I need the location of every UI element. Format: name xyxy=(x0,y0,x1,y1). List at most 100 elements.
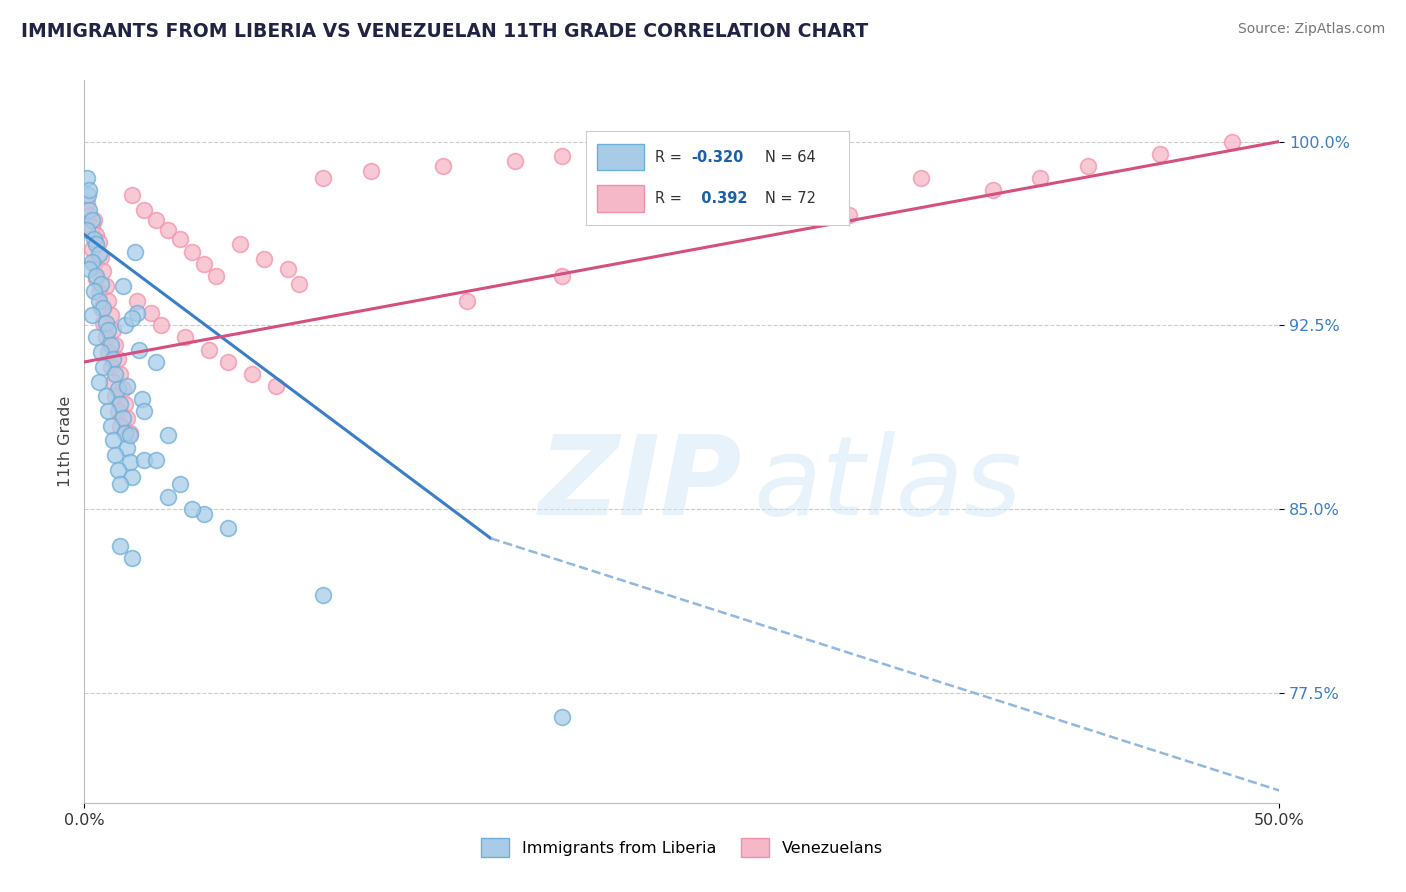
Point xyxy=(551,149,574,163)
Point xyxy=(253,252,276,266)
Point xyxy=(104,367,127,381)
Point xyxy=(121,310,143,325)
Point xyxy=(76,195,98,210)
Point xyxy=(121,470,143,484)
Point xyxy=(93,301,115,315)
Point xyxy=(80,242,103,256)
Point xyxy=(118,428,141,442)
Point xyxy=(101,434,124,448)
Point xyxy=(100,309,122,323)
Text: IMMIGRANTS FROM LIBERIA VS VENEZUELAN 11TH GRADE CORRELATION CHART: IMMIGRANTS FROM LIBERIA VS VENEZUELAN 11… xyxy=(21,22,869,41)
Point xyxy=(104,448,127,462)
Point xyxy=(128,343,150,357)
Point xyxy=(264,379,287,393)
Point xyxy=(110,477,132,491)
Point xyxy=(77,208,100,222)
Point xyxy=(83,213,105,227)
Point xyxy=(288,277,311,291)
Point xyxy=(83,284,105,298)
Point xyxy=(87,293,110,308)
Point xyxy=(86,269,108,284)
Point xyxy=(117,379,139,393)
Point xyxy=(114,396,136,410)
Point xyxy=(240,367,263,381)
Point xyxy=(90,277,112,291)
Point xyxy=(141,306,163,320)
Point xyxy=(87,247,110,261)
Point xyxy=(114,318,136,333)
Point xyxy=(101,375,124,389)
Point xyxy=(145,355,167,369)
Point xyxy=(104,338,127,352)
Point xyxy=(94,389,117,403)
Point xyxy=(838,208,860,222)
Point xyxy=(132,404,156,418)
Point xyxy=(90,250,112,264)
Point xyxy=(121,550,143,565)
Point xyxy=(80,213,103,227)
Point xyxy=(312,588,335,602)
Point xyxy=(124,244,146,259)
Point xyxy=(87,375,110,389)
Point xyxy=(193,257,215,271)
Point xyxy=(149,318,172,333)
Point xyxy=(217,355,239,369)
Point xyxy=(910,171,932,186)
Point xyxy=(90,345,112,359)
Point xyxy=(456,293,478,308)
Point xyxy=(229,237,252,252)
Point xyxy=(80,254,103,268)
Point xyxy=(132,203,156,218)
Text: ZIP: ZIP xyxy=(538,432,742,539)
Point xyxy=(107,404,129,418)
Point xyxy=(217,521,239,535)
Point xyxy=(169,477,191,491)
Point xyxy=(93,264,115,278)
Text: Source: ZipAtlas.com: Source: ZipAtlas.com xyxy=(1237,22,1385,37)
Point xyxy=(107,382,129,396)
Point xyxy=(1149,146,1171,161)
Point xyxy=(107,352,129,367)
Point xyxy=(94,316,117,330)
Point xyxy=(77,261,100,276)
Point xyxy=(1029,171,1052,186)
Point xyxy=(110,539,132,553)
Point xyxy=(503,154,526,169)
Point xyxy=(86,330,108,344)
Point xyxy=(77,188,100,202)
Point xyxy=(125,293,148,308)
Point xyxy=(169,232,191,246)
Point xyxy=(94,330,117,344)
Point xyxy=(551,269,574,284)
Point xyxy=(360,164,382,178)
Point xyxy=(132,453,156,467)
Point xyxy=(205,269,228,284)
Point xyxy=(97,404,120,418)
Point xyxy=(131,392,153,406)
Point xyxy=(111,382,134,396)
Point xyxy=(145,453,167,467)
Point xyxy=(181,502,204,516)
Point xyxy=(86,227,108,242)
Point xyxy=(93,316,115,330)
Point xyxy=(76,222,98,236)
Point xyxy=(94,279,117,293)
Point xyxy=(117,411,139,425)
Point xyxy=(101,352,124,367)
Point xyxy=(118,425,141,440)
Point xyxy=(86,271,108,285)
Point xyxy=(1077,159,1099,173)
Point xyxy=(77,203,100,218)
Point xyxy=(83,232,105,246)
Point xyxy=(742,195,765,210)
Point xyxy=(117,441,139,455)
Point xyxy=(100,359,122,374)
Point xyxy=(1220,135,1243,149)
Point xyxy=(110,418,132,433)
Y-axis label: 11th Grade: 11th Grade xyxy=(58,396,73,487)
Point xyxy=(76,171,98,186)
Point xyxy=(118,455,141,469)
Point xyxy=(981,184,1004,198)
Point xyxy=(111,411,134,425)
Point xyxy=(87,235,110,249)
